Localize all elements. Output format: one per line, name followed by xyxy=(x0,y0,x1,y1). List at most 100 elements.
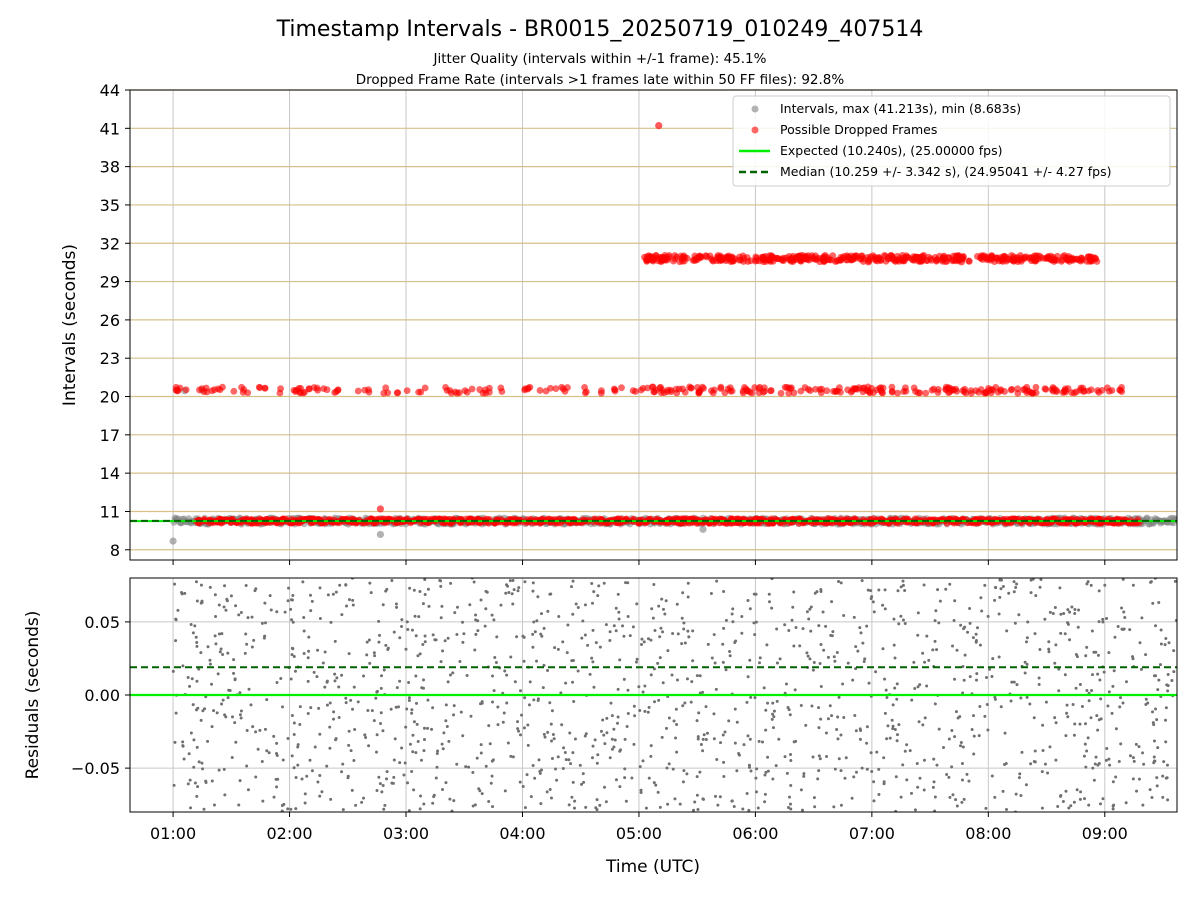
residual-point xyxy=(722,589,726,593)
residual-point xyxy=(761,740,765,744)
residual-point xyxy=(1144,703,1148,707)
residual-point xyxy=(438,579,442,583)
residual-point xyxy=(1082,754,1086,758)
residual-point xyxy=(316,780,320,784)
dropped-frame-point xyxy=(888,388,896,395)
residual-point xyxy=(377,619,381,623)
residual-point xyxy=(938,599,942,603)
residual-point xyxy=(656,790,660,794)
residual-point xyxy=(1108,763,1112,767)
residual-point xyxy=(999,705,1003,709)
residual-point xyxy=(1164,718,1168,722)
residual-point xyxy=(370,709,374,713)
residual-point xyxy=(363,733,367,737)
residual-point xyxy=(360,800,364,804)
residual-point xyxy=(804,723,808,727)
residual-point xyxy=(448,673,452,677)
residual-point xyxy=(392,775,396,779)
residual-point xyxy=(309,706,313,710)
residual-point xyxy=(786,705,790,709)
residual-point xyxy=(444,719,448,723)
residual-point xyxy=(800,808,804,812)
residual-point xyxy=(1096,672,1100,676)
residual-point xyxy=(602,581,606,585)
residual-point xyxy=(511,578,515,582)
residual-point xyxy=(1084,765,1088,769)
residual-point xyxy=(818,757,822,761)
residual-point xyxy=(646,637,650,641)
residual-point xyxy=(1059,612,1063,616)
residual-point xyxy=(1141,751,1145,755)
dropped-frame-point xyxy=(230,387,238,395)
dropped-frame-point xyxy=(728,254,736,262)
residual-point xyxy=(405,707,409,711)
residual-point xyxy=(408,586,412,590)
residual-point xyxy=(1155,776,1159,780)
residual-point xyxy=(968,607,972,611)
residual-point xyxy=(222,605,226,609)
residual-point xyxy=(891,724,895,728)
residual-point xyxy=(854,645,858,649)
residual-point xyxy=(626,711,630,715)
residual-point xyxy=(932,757,936,761)
residual-point xyxy=(564,758,568,762)
residual-point xyxy=(332,710,336,714)
residual-point xyxy=(1097,718,1101,722)
residual-point xyxy=(860,579,864,583)
residual-point xyxy=(1062,612,1066,616)
dropped-frame-point xyxy=(1028,389,1036,397)
residual-point xyxy=(452,713,456,717)
residual-point xyxy=(693,800,697,804)
dropped-frame-point xyxy=(988,252,996,259)
residual-point xyxy=(333,679,337,683)
residual-point xyxy=(881,647,885,651)
residual-point xyxy=(441,747,445,751)
residual-point xyxy=(293,669,297,673)
dropped-frame-point xyxy=(1023,389,1031,397)
x-tick-label: 06:00 xyxy=(732,824,778,843)
residual-point xyxy=(892,617,896,621)
residual-point xyxy=(825,754,829,758)
residual-point xyxy=(850,796,854,800)
residual-point xyxy=(882,780,886,784)
dropped-frame-point xyxy=(724,385,732,393)
residual-point xyxy=(858,727,862,731)
dropped-frame-point xyxy=(376,505,384,513)
residual-point xyxy=(303,792,307,796)
residual-point xyxy=(329,797,333,801)
residual-point xyxy=(766,701,770,705)
residual-point xyxy=(223,793,227,797)
residual-point xyxy=(1019,793,1023,797)
residual-point xyxy=(745,791,749,795)
residual-point xyxy=(426,698,430,702)
residual-point xyxy=(710,656,714,660)
residual-point xyxy=(1139,667,1143,671)
residual-point xyxy=(208,658,212,662)
residual-point xyxy=(983,714,987,718)
residual-point xyxy=(542,732,546,736)
x-tick-label: 04:00 xyxy=(499,824,545,843)
residual-point xyxy=(567,803,571,807)
residual-point xyxy=(193,624,197,628)
residual-point xyxy=(722,626,726,630)
residual-point xyxy=(1114,727,1118,731)
residual-point xyxy=(1155,718,1159,722)
residual-point xyxy=(923,716,927,720)
residual-point xyxy=(535,619,539,623)
residual-point xyxy=(196,785,200,789)
dropped-frame-point xyxy=(219,383,226,391)
residual-point xyxy=(527,703,531,707)
residual-point xyxy=(1132,759,1136,763)
residual-point xyxy=(593,738,597,742)
residual-point xyxy=(550,709,554,713)
residual-point xyxy=(312,670,316,674)
residual-point xyxy=(792,740,796,744)
residual-point xyxy=(594,641,598,645)
residual-point xyxy=(631,625,635,629)
residual-point xyxy=(516,720,520,724)
residual-point xyxy=(239,709,243,713)
dropped-frame-point xyxy=(182,386,190,394)
residual-point xyxy=(1023,660,1027,664)
residual-point xyxy=(592,685,596,689)
residual-point xyxy=(658,656,662,660)
